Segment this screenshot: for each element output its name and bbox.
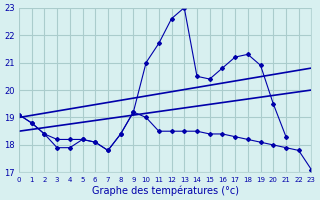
X-axis label: Graphe des températures (°c): Graphe des températures (°c) [92, 185, 239, 196]
